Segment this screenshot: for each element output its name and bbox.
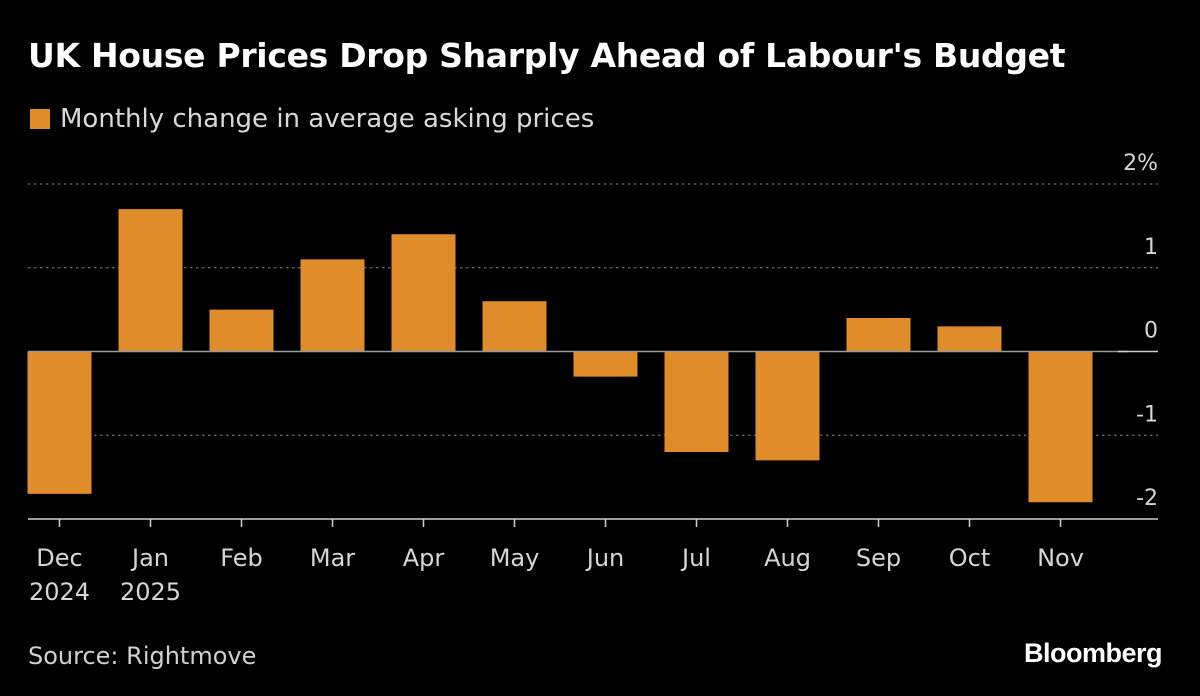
bar	[482, 301, 547, 352]
bar	[937, 326, 1002, 352]
x-tick-label: Dec	[36, 544, 82, 572]
source-note: Source: Rightmove	[28, 642, 257, 670]
x-tick-label: Jan	[130, 544, 169, 572]
bar	[209, 309, 274, 352]
bar	[846, 318, 911, 352]
bar	[664, 351, 729, 452]
x-tick-label: 2025	[120, 578, 181, 606]
x-tick-label: May	[490, 544, 540, 572]
bar	[755, 351, 820, 461]
bar	[300, 259, 365, 352]
y-tick-label: -2	[1136, 486, 1158, 511]
bar	[573, 351, 638, 377]
x-tick-label: Nov	[1037, 544, 1084, 572]
bar	[391, 234, 456, 352]
x-tick-label: Jul	[680, 544, 711, 572]
x-tick-label: 2024	[29, 578, 90, 606]
x-tick-label: Jun	[585, 544, 625, 572]
x-tick-label: Aug	[764, 544, 811, 572]
bloomberg-logo: Bloomberg	[1023, 638, 1163, 668]
legend-swatch	[30, 109, 50, 129]
x-tick-label: Sep	[856, 544, 901, 572]
legend-label: Monthly change in average asking prices	[60, 104, 595, 134]
x-tick-label: Feb	[220, 544, 263, 572]
y-tick-label: 2%	[1123, 151, 1158, 176]
y-tick-label: -1	[1136, 402, 1158, 427]
chart-title: UK House Prices Drop Sharply Ahead of La…	[28, 36, 1066, 75]
y-tick-label: 0	[1144, 319, 1158, 344]
x-tick-label: Mar	[310, 544, 355, 572]
y-tick-label: 1	[1144, 235, 1158, 260]
legend: Monthly change in average asking prices	[30, 104, 594, 134]
bar	[118, 209, 183, 352]
x-tick-label: Apr	[403, 544, 445, 572]
bar	[27, 351, 92, 494]
x-tick-label: Oct	[949, 544, 991, 572]
bar	[1028, 351, 1093, 503]
